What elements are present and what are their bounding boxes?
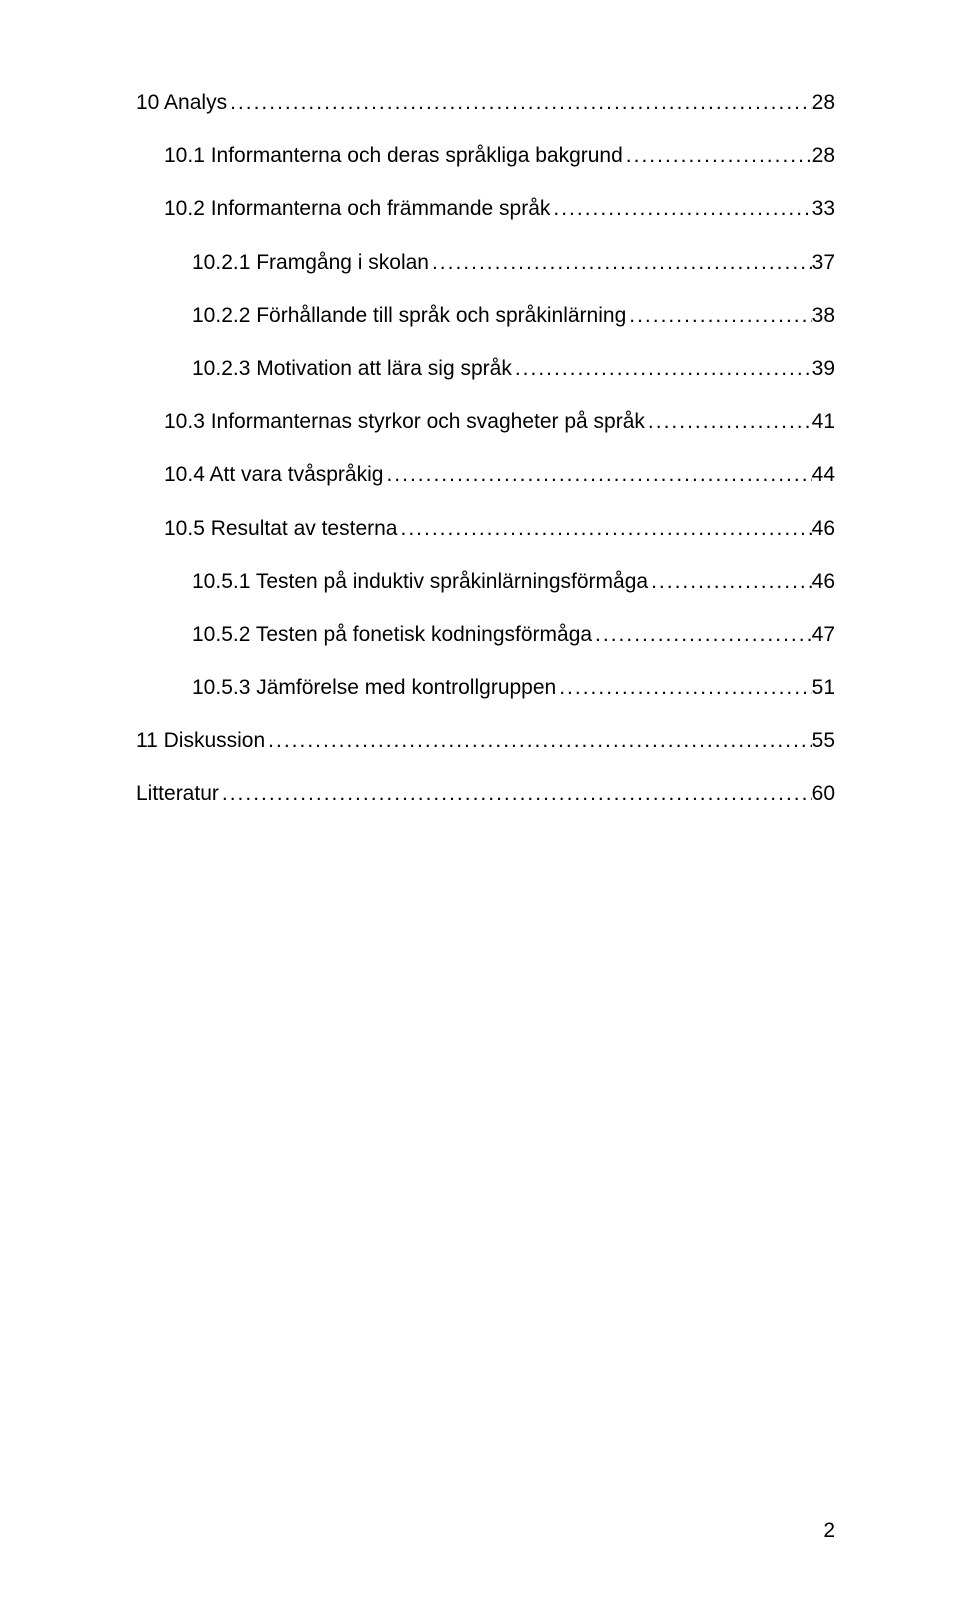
toc-entry: Litteratur 60 (136, 781, 835, 806)
toc-leader-dots (645, 409, 812, 434)
page-number: 2 (823, 1519, 835, 1543)
toc-entry-label: 10.2.2 Förhållande till språk och språki… (192, 303, 626, 328)
toc-entry-label: 10.1 Informanterna och deras språkliga b… (164, 143, 623, 168)
toc-leader-dots (556, 675, 811, 700)
toc-entry-page: 47 (812, 622, 835, 647)
toc-entry-label: 10.2.3 Motivation att lära sig språk (192, 356, 512, 381)
toc-entry: 10.2.3 Motivation att lära sig språk 39 (136, 356, 835, 381)
toc-entry-page: 39 (812, 356, 835, 381)
toc-entry-page: 33 (812, 196, 835, 221)
toc-entry-page: 37 (812, 250, 835, 275)
toc-entry-label: 10.2.1 Framgång i skolan (192, 250, 429, 275)
toc-entry-label: 10 Analys (136, 90, 227, 115)
toc-entry-label: 10.5.1 Testen på induktiv språkinlärning… (192, 569, 648, 594)
toc-entry-page: 28 (812, 90, 835, 115)
toc-entry-label: 10.5.2 Testen på fonetisk kodningsförmåg… (192, 622, 592, 647)
toc-entry-page: 44 (812, 462, 835, 487)
toc-entry-label: 10.4 Att vara tvåspråkig (164, 462, 383, 487)
toc-entry: 10.1 Informanterna och deras språkliga b… (136, 143, 835, 168)
table-of-contents: 10 Analys 28 10.1 Informanterna och deras … (136, 90, 835, 807)
toc-entry: 10.5.3 Jämförelse med kontrollgruppen 51 (136, 675, 835, 700)
toc-entry: 10.3 Informanternas styrkor och svaghete… (136, 409, 835, 434)
toc-entry: 10.2.2 Förhållande till språk och språki… (136, 303, 835, 328)
toc-leader-dots (550, 196, 811, 221)
toc-entry: 10 Analys 28 (136, 90, 835, 115)
toc-leader-dots (626, 303, 811, 328)
toc-entry-page: 38 (812, 303, 835, 328)
toc-leader-dots (383, 462, 811, 487)
toc-leader-dots (623, 143, 812, 168)
toc-leader-dots (219, 781, 812, 806)
toc-entry: 10.5.1 Testen på induktiv språkinlärning… (136, 569, 835, 594)
toc-entry-page: 55 (812, 728, 835, 753)
toc-leader-dots (227, 90, 812, 115)
toc-entry: 10.4 Att vara tvåspråkig 44 (136, 462, 835, 487)
toc-entry-page: 28 (812, 143, 835, 168)
document-page: 10 Analys 28 10.1 Informanterna och deras … (0, 0, 960, 1613)
toc-entry-page: 60 (812, 781, 835, 806)
toc-entry: 10.2 Informanterna och främmande språk 33 (136, 196, 835, 221)
toc-entry: 10.5.2 Testen på fonetisk kodningsförmåg… (136, 622, 835, 647)
toc-entry: 10.2.1 Framgång i skolan 37 (136, 250, 835, 275)
toc-entry-page: 51 (812, 675, 835, 700)
toc-leader-dots (397, 516, 811, 541)
toc-entry-page: 41 (812, 409, 835, 434)
toc-leader-dots (512, 356, 812, 381)
toc-entry-page: 46 (812, 516, 835, 541)
toc-leader-dots (592, 622, 812, 647)
toc-entry: 11 Diskussion 55 (136, 728, 835, 753)
toc-leader-dots (648, 569, 812, 594)
toc-entry-label: Litteratur (136, 781, 219, 806)
toc-leader-dots (265, 728, 811, 753)
toc-entry: 10.5 Resultat av testerna 46 (136, 516, 835, 541)
toc-entry-label: 10.2 Informanterna och främmande språk (164, 196, 550, 221)
toc-entry-label: 11 Diskussion (136, 728, 265, 753)
toc-entry-label: 10.5 Resultat av testerna (164, 516, 397, 541)
toc-entry-label: 10.3 Informanternas styrkor och svaghete… (164, 409, 645, 434)
toc-entry-page: 46 (812, 569, 835, 594)
toc-entry-label: 10.5.3 Jämförelse med kontrollgruppen (192, 675, 556, 700)
toc-leader-dots (429, 250, 812, 275)
